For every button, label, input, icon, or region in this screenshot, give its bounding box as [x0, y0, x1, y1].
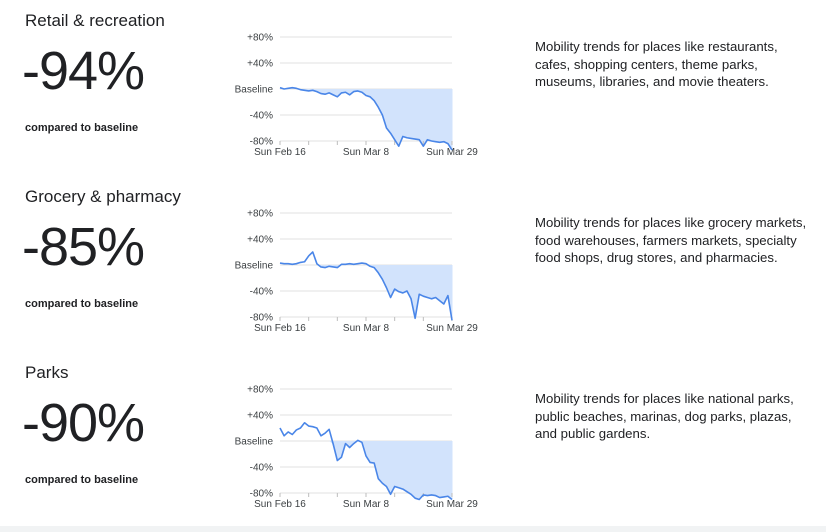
y-tick-label: +80%: [247, 385, 273, 396]
mobility-chart-parks: +80% +40% Baseline -40% -80%Sun Feb 16 Sun Ma…: [235, 385, 479, 511]
y-tick-label: +40%: [247, 235, 273, 246]
baseline-caption: compared to baseline: [25, 474, 139, 486]
percent-change: -90%: [22, 393, 145, 453]
y-tick-label: -80%: [250, 313, 273, 324]
y-tick-label: +40%: [247, 59, 273, 70]
section-description: Mobility trends for places like grocery …: [535, 215, 807, 265]
y-tick-label: -40%: [250, 111, 273, 122]
y-tick-label: Baseline: [235, 261, 274, 272]
percent-change: -85%: [22, 217, 145, 277]
y-tick-label: -40%: [250, 463, 273, 474]
x-tick-label: Sun Mar 8: [343, 323, 390, 334]
y-tick-label: Baseline: [235, 437, 274, 448]
mobility-chart-grocery: +80% +40% Baseline -40% -80%Sun Feb 16 Sun Ma…: [235, 209, 479, 335]
below-baseline-area: [280, 265, 452, 321]
section-grocery: Grocery & pharmacy -85% compared to base…: [0, 176, 826, 352]
section-description: Mobility trends for places like national…: [535, 391, 794, 441]
x-tick-label: Sun Feb 16: [254, 323, 306, 334]
y-tick-label: +80%: [247, 209, 273, 220]
bottom-divider: [0, 526, 826, 532]
y-tick-label: -80%: [250, 489, 273, 500]
y-tick-label: +80%: [247, 33, 273, 44]
section-title: Retail & recreation: [25, 11, 165, 30]
percent-change: -94%: [22, 41, 145, 101]
section-title: Parks: [25, 363, 69, 382]
x-tick-label: Sun Feb 16: [254, 499, 306, 510]
section-description: Mobility trends for places like restaura…: [535, 39, 778, 89]
below-baseline-area: [280, 89, 452, 151]
x-tick-label: Sun Mar 8: [343, 147, 390, 158]
baseline-caption: compared to baseline: [25, 298, 139, 310]
below-baseline-area: [280, 441, 452, 500]
mobility-trend-line: [279, 251, 453, 321]
mobility-chart-retail: +80% +40% Baseline -40% -80%Sun Feb 16 Sun Ma…: [235, 33, 479, 159]
y-tick-label: +40%: [247, 411, 273, 422]
mobility-trend-line: [279, 86, 453, 151]
x-tick-label: Sun Mar 8: [343, 499, 390, 510]
y-tick-label: -80%: [250, 137, 273, 148]
x-tick-label: Sun Mar 29: [426, 323, 478, 334]
baseline-caption: compared to baseline: [25, 122, 139, 134]
mobility-trend-line: [279, 421, 453, 501]
x-tick-label: Sun Feb 16: [254, 147, 306, 158]
section-title: Grocery & pharmacy: [25, 187, 181, 206]
y-tick-label: Baseline: [235, 85, 274, 96]
x-tick-label: Sun Mar 29: [426, 147, 478, 158]
section-retail: Retail & recreation -94% compared to bas…: [0, 0, 826, 176]
y-tick-label: -40%: [250, 287, 273, 298]
x-tick-label: Sun Mar 29: [426, 499, 478, 510]
section-parks: Parks -90% compared to baseline +80% +40%…: [0, 352, 826, 528]
